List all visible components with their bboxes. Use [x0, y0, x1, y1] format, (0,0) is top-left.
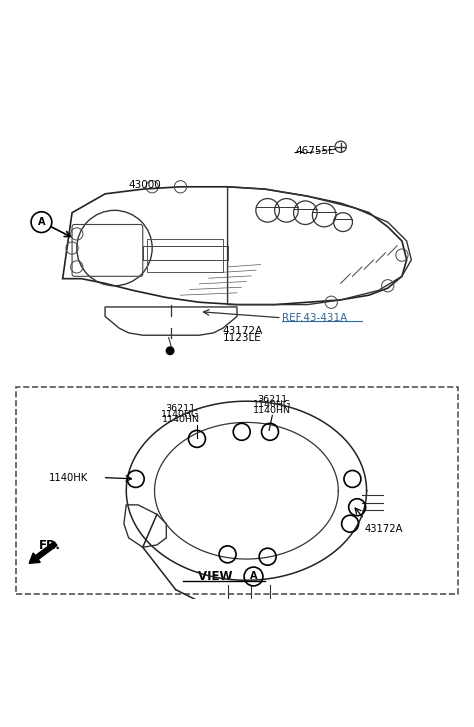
Text: FR.: FR.	[39, 539, 61, 553]
Text: 1140HG: 1140HG	[253, 400, 292, 409]
Text: 1123LE: 1123LE	[223, 332, 262, 342]
Text: REF.43-431A: REF.43-431A	[282, 313, 347, 323]
Text: 1140HN: 1140HN	[253, 406, 292, 415]
Text: 36211: 36211	[257, 395, 287, 403]
Text: 1140HN: 1140HN	[162, 415, 200, 425]
Text: A: A	[250, 571, 257, 582]
Circle shape	[166, 347, 174, 355]
Text: 1140HK: 1140HK	[48, 473, 88, 483]
Text: VIEW: VIEW	[199, 570, 237, 583]
Text: 43172A: 43172A	[223, 326, 263, 337]
Text: 43000: 43000	[128, 180, 161, 190]
Text: 46755E: 46755E	[296, 145, 336, 156]
Text: 1140HG: 1140HG	[161, 409, 200, 419]
Text: 43172A: 43172A	[364, 524, 403, 534]
FancyArrow shape	[29, 542, 57, 563]
Text: 36211: 36211	[165, 404, 195, 413]
Text: A: A	[38, 217, 45, 227]
